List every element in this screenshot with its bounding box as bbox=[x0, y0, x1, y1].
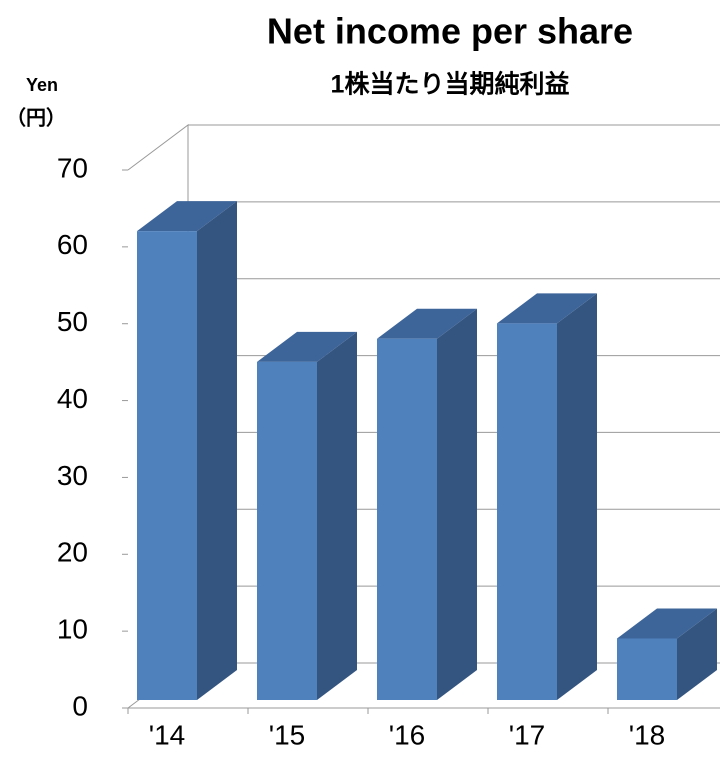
bar bbox=[497, 293, 597, 700]
y-axis-label: Yen bbox=[26, 75, 58, 95]
bar-top bbox=[377, 308, 477, 339]
y-tick-label: 70 bbox=[57, 152, 88, 183]
bar-side bbox=[437, 308, 477, 700]
y-tick-label: 10 bbox=[57, 614, 88, 645]
x-tick-label: '18 bbox=[629, 719, 666, 750]
bar-top bbox=[137, 201, 237, 232]
y-tick-label: 60 bbox=[57, 229, 88, 260]
y-tick-label: 40 bbox=[57, 383, 88, 414]
bar-front bbox=[377, 338, 437, 700]
x-tick-label: '17 bbox=[509, 719, 546, 750]
bar-top bbox=[617, 608, 717, 639]
x-tick-label: '16 bbox=[389, 719, 426, 750]
bar bbox=[617, 608, 717, 700]
bar bbox=[137, 201, 237, 700]
y-tick-label: 50 bbox=[57, 306, 88, 337]
bar-top bbox=[257, 331, 357, 362]
bar-front bbox=[497, 323, 557, 700]
y-axis-unit: （円） bbox=[6, 106, 66, 129]
bar-side bbox=[557, 293, 597, 700]
bar-side bbox=[317, 331, 357, 700]
bar-side bbox=[677, 608, 717, 700]
y-tick-label: 0 bbox=[72, 690, 88, 721]
chart-title: Net income per share bbox=[267, 11, 633, 52]
bar-front bbox=[137, 231, 197, 700]
x-tick-label: '14 bbox=[149, 719, 186, 750]
chart-subtitle: 1株当たり当期純利益 bbox=[331, 70, 570, 99]
bar-side bbox=[197, 201, 237, 700]
x-tick-label: '15 bbox=[269, 719, 306, 750]
bar bbox=[377, 308, 477, 700]
bar-top bbox=[497, 293, 597, 324]
bar bbox=[257, 331, 357, 700]
bar-front bbox=[617, 638, 677, 700]
bar-front bbox=[257, 361, 317, 700]
y-tick-label: 30 bbox=[57, 460, 88, 491]
y-tick-label: 20 bbox=[57, 537, 88, 568]
